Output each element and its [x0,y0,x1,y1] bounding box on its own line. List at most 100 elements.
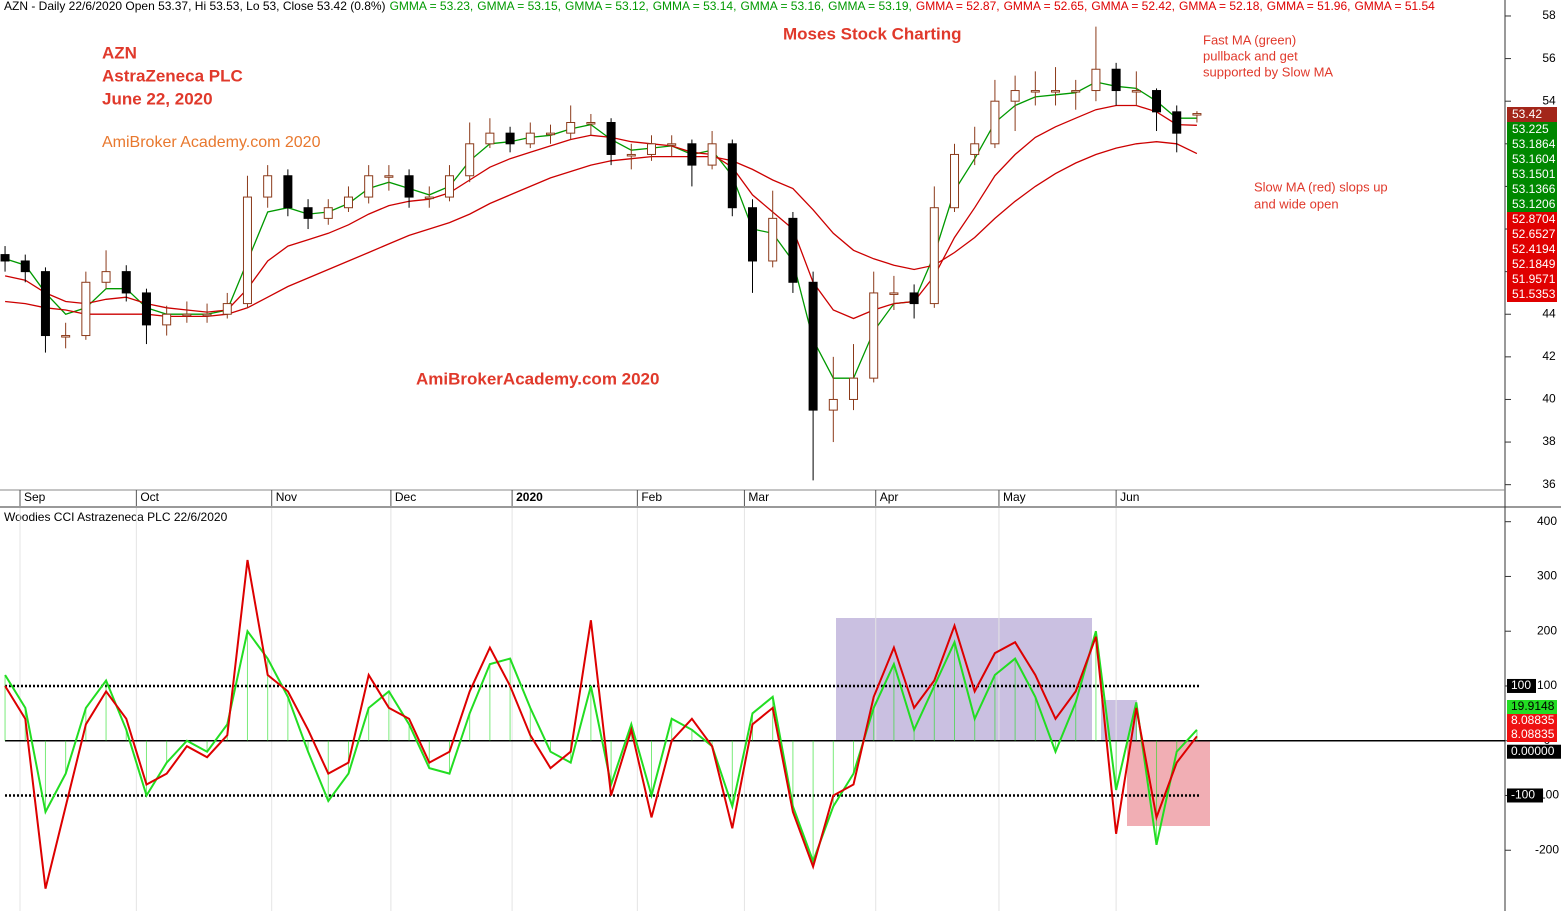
price-label-box [1507,242,1557,257]
candle-body [1030,90,1040,93]
candle-body [646,143,656,155]
price-label-box [1507,182,1557,197]
candle-body [808,281,818,411]
gmma-label: GMMA = 51.54 [1354,0,1435,13]
gmma-label: GMMA = 53.14, [653,0,737,13]
candle-body [141,292,151,326]
candle-body [121,271,131,294]
candle-body [990,100,1000,145]
price-label-box [1507,122,1557,137]
price-label: 53.1604 [1512,152,1556,166]
candle-body [0,254,10,262]
price-label: 53.225 [1512,122,1549,136]
ma-line [5,141,1198,318]
watermark: AmiBrokerAcademy.com 2020 [416,369,659,388]
candle-body [768,217,778,262]
candle-body [1172,111,1182,134]
price-label: 52.1849 [1512,257,1556,271]
candle-body [1111,68,1121,92]
price-label-box [1507,167,1557,182]
x-tick-label: May [1003,490,1026,504]
value-box [1507,728,1557,742]
x-tick-label: Jun [1120,490,1139,504]
y-tick-label: 54 [1542,93,1556,107]
candle-body [626,153,636,157]
value-box [1507,700,1557,714]
y-tick-label: 36 [1542,477,1556,491]
candle-body [343,196,353,209]
candle-body [424,196,434,200]
value-box [1507,714,1557,728]
y-tick-label: 300 [1537,569,1557,583]
candle-body [263,175,273,198]
gmma-label: GMMA = 52.87, [916,0,1000,13]
date: June 22, 2020 [102,89,213,108]
candle-body [404,175,414,198]
level-label: 0.00000 [1511,744,1555,758]
candle-body [1192,113,1202,116]
site: AmiBroker Academy.com 2020 [102,134,321,151]
candle-body [283,175,293,209]
candle-body [1071,90,1081,93]
value-label: 8.08835 [1511,713,1555,727]
price-label: 51.9571 [1512,272,1556,286]
candle-body [727,143,737,209]
candle-body [869,292,879,379]
fast-note: pullback and get [1203,48,1298,63]
x-tick-label: Oct [140,490,159,504]
candle-body [748,207,757,262]
candle-body [545,132,555,136]
gmma-label: GMMA = 53.23, [390,0,474,13]
candle-body [1131,90,1141,93]
x-tick-label: Nov [276,490,297,504]
price-label: 52.6527 [1512,227,1556,241]
ticker: AZN [102,43,137,62]
value-label: 8.08835 [1511,727,1555,741]
y-tick-label: 38 [1542,434,1556,448]
header: AZN - Daily 22/6/2020 Open 53.37, Hi 53.… [4,0,1435,13]
fast-note: Fast MA (green) [1203,32,1296,47]
candle-body [1152,90,1162,113]
candle-body [101,271,111,283]
value-label: 19.9148 [1511,699,1555,713]
candle-body [909,292,919,305]
price-label-box [1507,272,1557,287]
candle-body [525,132,535,145]
gmma-label: GMMA = 53.16, [740,0,824,13]
candle-body [667,143,677,146]
x-tick-label: Sep [24,490,46,504]
candle-body [242,196,252,305]
price-label-box [1507,257,1557,272]
candle-body [505,132,515,145]
candle-body [61,335,71,338]
candle-body [606,122,616,155]
level-box [1507,788,1543,803]
gmma-label: GMMA = 52.42, [1091,0,1175,13]
fast-note: supported by Slow MA [1203,64,1333,79]
slow-note: Slow MA (red) slops up [1254,179,1388,194]
price-label: 53.1206 [1512,197,1556,211]
cci-title: Woodies CCI Astrazeneca PLC 22/6/2020 [4,510,228,524]
level-label: -100 [1511,788,1535,802]
price-label: 53.1366 [1512,182,1556,196]
cci-line [4,559,1198,889]
y-tick-label: 42 [1542,349,1556,363]
price-label: 53.42 [1512,107,1542,121]
x-tick-label: 2020 [516,490,543,504]
candle-body [444,175,454,198]
x-tick-label: Dec [395,490,416,504]
price-label-box [1507,287,1557,302]
gmma-label: GMMA = 53.15, [477,0,561,13]
candle-body [849,377,859,400]
y-tick-label: 58 [1542,8,1556,22]
y-tick-label: 44 [1542,306,1556,320]
price-label: 52.4194 [1512,242,1556,256]
x-tick-label: Feb [641,490,662,504]
y-tick-label: -200 [1535,842,1559,856]
candle-body [970,143,980,155]
candle-body [222,303,232,315]
level-box [1507,744,1561,759]
candle-body [40,271,50,337]
